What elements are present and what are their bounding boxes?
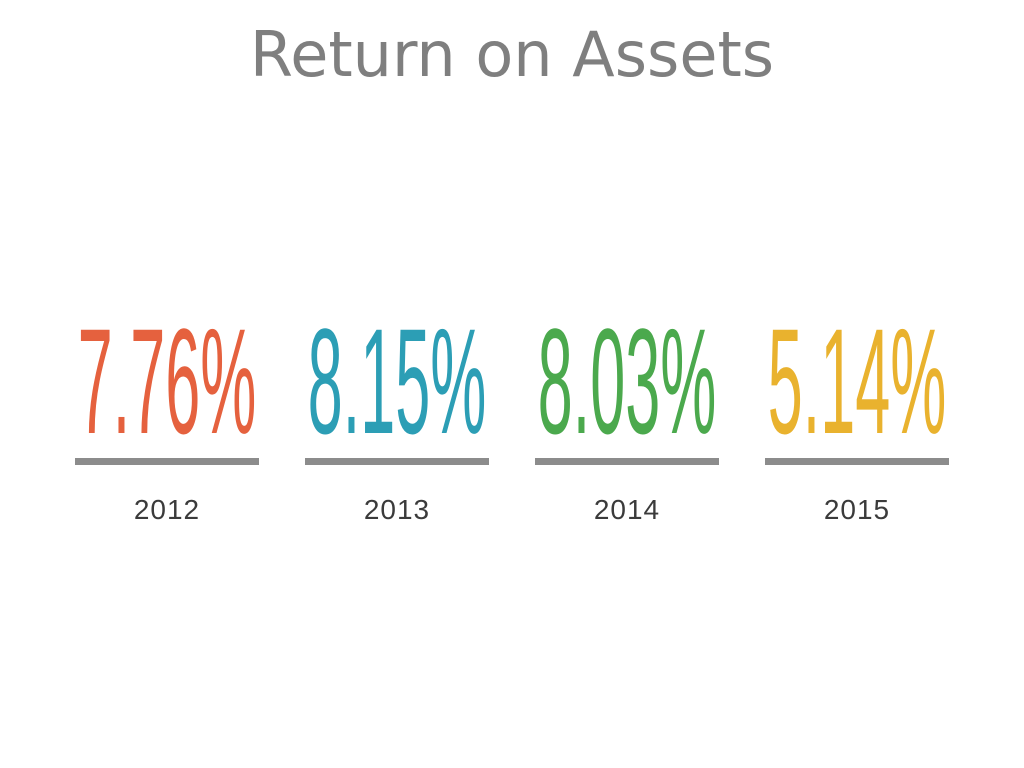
- chart-title: Return on Assets: [249, 18, 775, 91]
- kpi-column: 8.15% 2013: [305, 306, 489, 526]
- slide-canvas: Return on Assets 7.76% 2012 8.15% 2013 8…: [0, 18, 1024, 768]
- kpi-year-label: 2015: [823, 494, 891, 526]
- kpi-underline: [765, 458, 949, 466]
- kpi-value-text: 5.14%: [767, 297, 947, 466]
- kpi-value: 8.15%: [305, 306, 489, 456]
- kpi-underline: [305, 458, 489, 466]
- kpi-value: 7.76%: [75, 306, 259, 456]
- kpi-value-text: 7.76%: [77, 297, 257, 466]
- kpi-row: 7.76% 2012 8.15% 2013 8.03% 2014 5.14% 2…: [0, 306, 1024, 526]
- kpi-value: 5.14%: [765, 306, 949, 456]
- kpi-column: 7.76% 2012: [75, 306, 259, 526]
- page: { "title": "Return on Assets", "chart_da…: [0, 18, 1024, 768]
- kpi-value-text: 8.15%: [307, 297, 487, 466]
- kpi-year-label: 2014: [593, 494, 661, 526]
- kpi-year-label: 2012: [133, 494, 201, 526]
- kpi-column: 5.14% 2015: [765, 306, 949, 526]
- kpi-year-label: 2013: [363, 494, 431, 526]
- kpi-value: 8.03%: [535, 306, 719, 456]
- kpi-value-text: 8.03%: [537, 297, 717, 466]
- kpi-underline: [75, 458, 259, 466]
- kpi-underline: [535, 458, 719, 466]
- kpi-column: 8.03% 2014: [535, 306, 719, 526]
